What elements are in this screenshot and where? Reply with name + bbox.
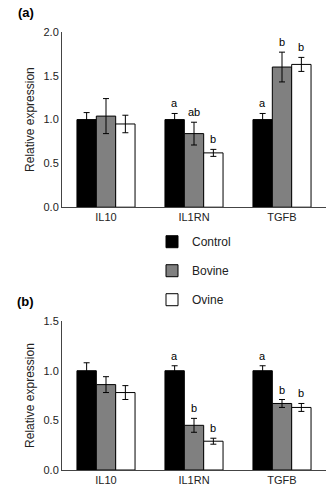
svg-text:0.5: 0.5 [44,414,59,426]
svg-text:Bovine: Bovine [192,264,229,278]
svg-text:0.0: 0.0 [44,464,59,476]
svg-text:b: b [298,387,304,399]
svg-text:TGFB: TGFB [267,211,296,223]
svg-text:b: b [191,402,197,414]
svg-text:b: b [298,41,304,53]
svg-text:1.5: 1.5 [44,70,59,82]
svg-text:ab: ab [188,106,200,118]
svg-text:b: b [279,36,285,48]
svg-text:Relative expression: Relative expression [23,343,37,448]
svg-text:IL10: IL10 [95,474,116,486]
svg-text:Relative expression: Relative expression [23,67,37,172]
svg-text:1.0: 1.0 [44,113,59,125]
svg-text:IL1RN: IL1RN [178,474,209,486]
svg-text:IL1RN: IL1RN [178,211,209,223]
svg-text:b: b [279,384,285,396]
svg-text:a: a [171,350,178,362]
svg-text:0.5: 0.5 [44,157,59,169]
svg-text:b: b [210,422,216,434]
svg-text:1.5: 1.5 [44,315,59,327]
svg-text:a: a [259,350,266,362]
svg-text:Control: Control [192,235,231,249]
svg-text:a: a [259,97,266,109]
svg-text:(b): (b) [17,294,34,309]
svg-text:TGFB: TGFB [267,474,296,486]
svg-text:a: a [171,97,178,109]
svg-text:1.0: 1.0 [44,365,59,377]
svg-text:2.0: 2.0 [44,26,59,38]
svg-text:0.0: 0.0 [44,201,59,213]
svg-text:IL10: IL10 [95,211,116,223]
svg-text:(a): (a) [18,5,34,20]
svg-text:b: b [210,133,216,145]
svg-text:Ovine: Ovine [192,293,224,307]
